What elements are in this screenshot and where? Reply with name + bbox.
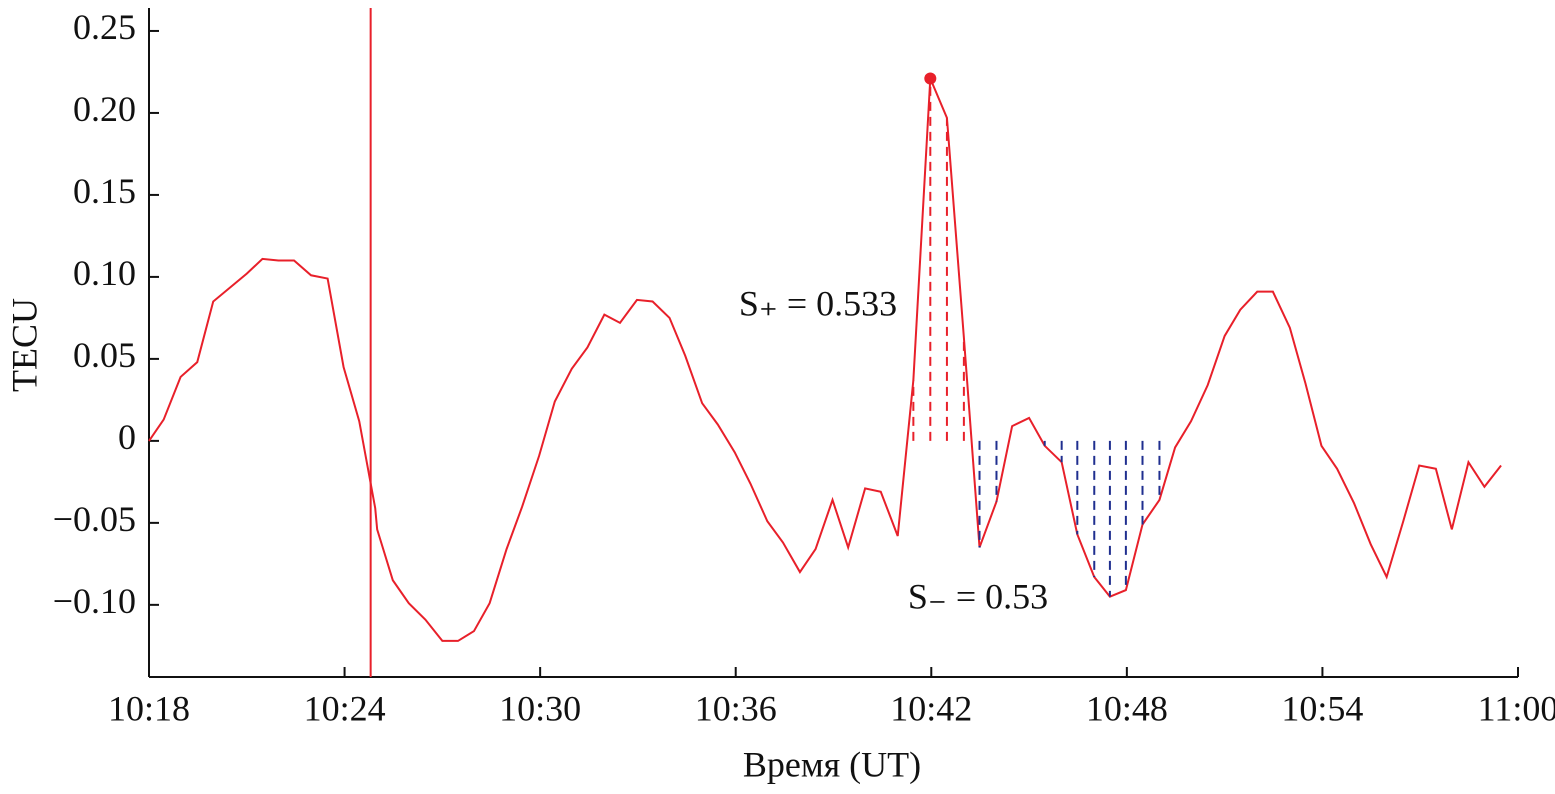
y-tick-label: 0 bbox=[118, 417, 136, 457]
y-axis-label: TECU bbox=[4, 298, 44, 392]
x-tick-label: 11:00 bbox=[1478, 688, 1555, 728]
x-tick-label: 10:48 bbox=[1086, 688, 1168, 728]
y-tick-label: 0.20 bbox=[73, 89, 136, 129]
x-tick-label: 10:42 bbox=[890, 688, 972, 728]
x-tick-label: 10:18 bbox=[108, 688, 190, 728]
peak-marker bbox=[924, 72, 937, 85]
y-tick-label: −0.05 bbox=[53, 499, 136, 539]
area-label: S₊ = 0.533 bbox=[739, 283, 897, 323]
x-tick-label: 10:24 bbox=[304, 688, 386, 728]
series-line bbox=[148, 78, 1502, 642]
y-tick-label: 0.10 bbox=[73, 253, 136, 293]
x-tick-label: 10:36 bbox=[695, 688, 777, 728]
y-tick-label: −0.10 bbox=[53, 581, 136, 621]
y-tick-label: 0.05 bbox=[73, 335, 136, 375]
x-axis-label: Время (UT) bbox=[743, 744, 921, 784]
y-tick-label: 0.15 bbox=[73, 171, 136, 211]
y-tick-label: 0.25 bbox=[73, 7, 136, 47]
x-tick-label: 10:54 bbox=[1281, 688, 1363, 728]
area-label: S₋ = 0.53 bbox=[908, 576, 1048, 616]
x-tick-label: 10:30 bbox=[499, 688, 581, 728]
